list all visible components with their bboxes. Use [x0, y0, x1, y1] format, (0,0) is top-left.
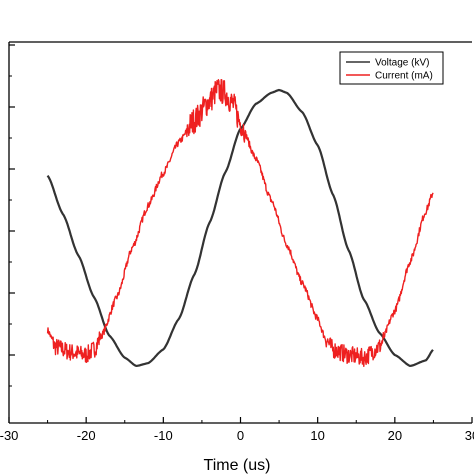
- y-axis-ticks: [9, 44, 15, 387]
- legend-label: Voltage (kV): [375, 58, 429, 69]
- legend-box: [339, 51, 444, 85]
- current-line: [46, 78, 434, 367]
- series-layer: [46, 78, 434, 367]
- x-tick-label: -20: [77, 428, 96, 443]
- x-tick-label: -30: [0, 428, 18, 443]
- plot-frame: [8, 41, 472, 424]
- x-axis-label: Time (us): [204, 457, 271, 474]
- x-tick-label: 10: [310, 428, 324, 443]
- x-tick-label: 30: [465, 428, 474, 443]
- legend: Voltage (kV) Current (mA): [339, 51, 444, 85]
- x-axis-ticks: -30 -20 -10 0 10 20 30: [0, 417, 474, 443]
- x-tick-label: -10: [154, 428, 173, 443]
- x-tick-label: 20: [388, 428, 402, 443]
- x-tick-label: 0: [237, 428, 244, 443]
- legend-label: Current (mA): [375, 71, 433, 82]
